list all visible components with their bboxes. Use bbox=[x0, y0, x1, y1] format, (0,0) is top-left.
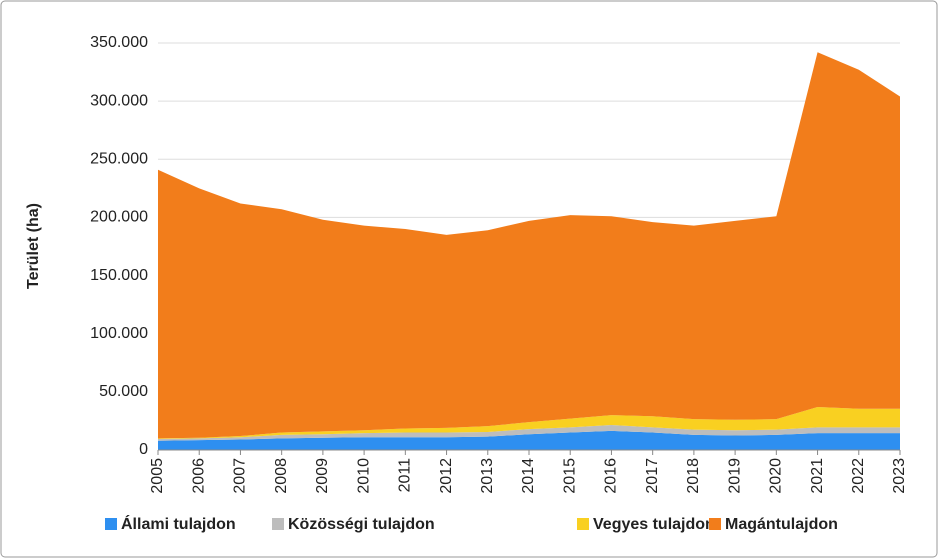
x-tick-label: 2015 bbox=[561, 458, 578, 494]
y-tick-label: 350.000 bbox=[90, 34, 148, 51]
y-axis-label: Terület (ha) bbox=[25, 203, 42, 289]
area bbox=[158, 430, 900, 450]
legend-label: Közösségi tulajdon bbox=[288, 516, 435, 533]
x-tick-label: 2017 bbox=[644, 458, 661, 494]
x-tick-label: 2020 bbox=[768, 458, 785, 494]
y-tick-label: 150.000 bbox=[90, 267, 148, 284]
legend-label: Vegyes tulajdon bbox=[593, 516, 715, 533]
x-tick-label: 2016 bbox=[603, 458, 620, 494]
x-tick-label: 2009 bbox=[314, 458, 331, 494]
y-tick-label: 250.000 bbox=[90, 151, 148, 168]
x-tick-label: 2023 bbox=[891, 458, 908, 494]
x-tick-label: 2011 bbox=[397, 458, 414, 493]
x-tick-label: 2022 bbox=[850, 458, 867, 494]
area bbox=[158, 52, 900, 439]
legend-swatch bbox=[105, 518, 117, 530]
x-tick-label: 2018 bbox=[685, 458, 702, 494]
y-tick-label: 100.000 bbox=[90, 325, 148, 342]
x-tick-label: 2005 bbox=[149, 458, 166, 494]
y-tick-label: 200.000 bbox=[90, 209, 148, 226]
x-tick-label: 2019 bbox=[726, 458, 743, 494]
x-tick-label: 2010 bbox=[355, 458, 372, 494]
legend-label: Magántulajdon bbox=[725, 516, 838, 533]
x-tick-label: 2014 bbox=[520, 458, 537, 494]
x-tick-label: 2007 bbox=[232, 458, 249, 494]
legend-swatch bbox=[709, 518, 721, 530]
y-tick-label: 50.000 bbox=[99, 383, 148, 400]
x-tick-label: 2021 bbox=[809, 458, 826, 494]
x-tick-label: 2013 bbox=[479, 458, 496, 494]
x-tick-label: 2012 bbox=[438, 458, 455, 494]
area bbox=[158, 424, 900, 441]
x-tick-label: 2006 bbox=[190, 458, 207, 494]
legend-swatch bbox=[272, 518, 284, 530]
x-tick-label: 2008 bbox=[273, 458, 290, 494]
y-tick-label: 0 bbox=[139, 441, 148, 458]
area bbox=[158, 406, 900, 439]
legend-label: Állami tulajdon bbox=[121, 514, 236, 533]
y-tick-label: 300.000 bbox=[90, 92, 148, 109]
legend-swatch bbox=[577, 518, 589, 530]
